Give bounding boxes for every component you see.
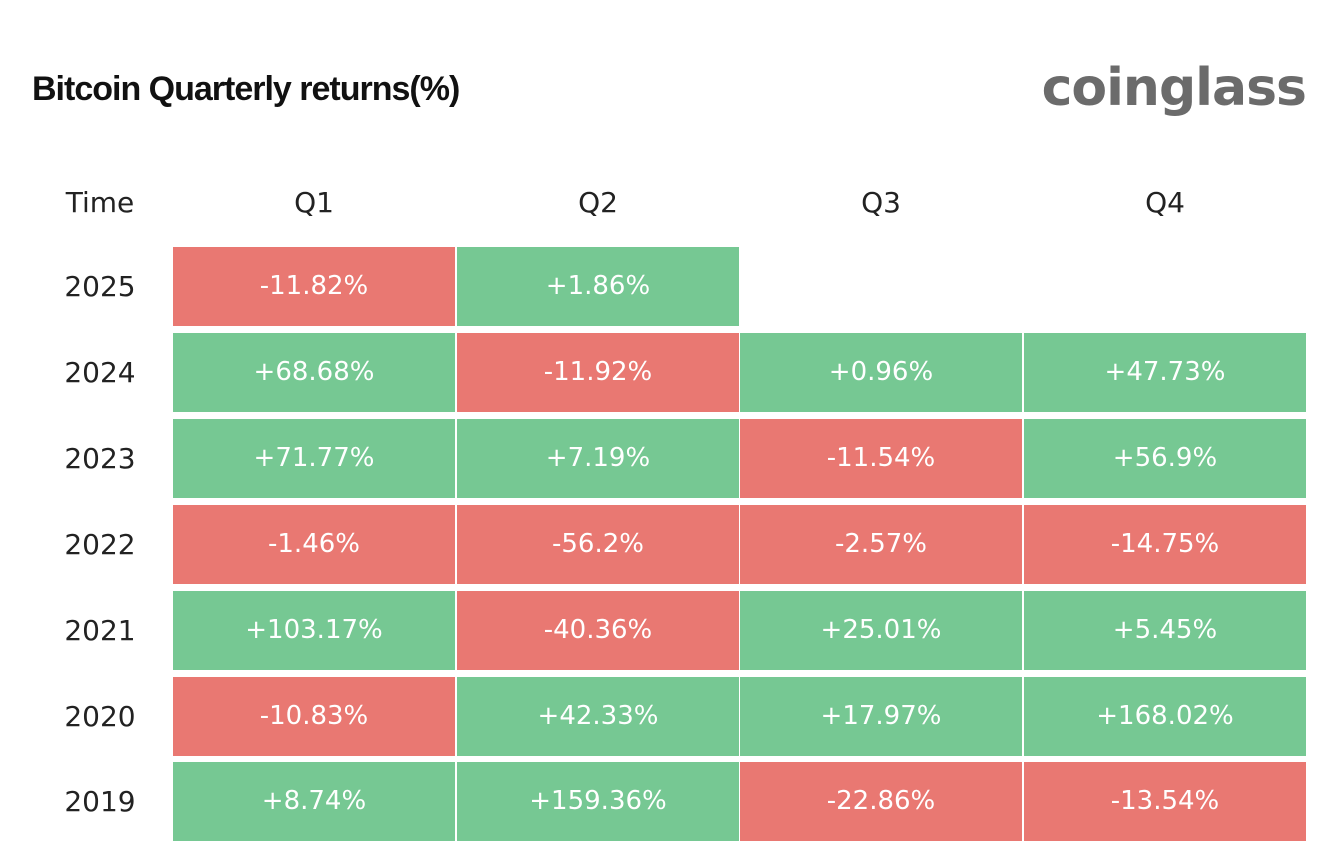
return-cell: +17.97% — [740, 676, 1022, 756]
return-cell: -40.36% — [457, 590, 739, 670]
return-cell: -13.54% — [1024, 762, 1306, 842]
return-cell: -14.75% — [1024, 504, 1306, 584]
return-cell: -11.82% — [173, 247, 455, 326]
row-label: 2019 — [64, 785, 136, 819]
return-cell: +103.17% — [173, 590, 455, 670]
row-label: 2022 — [64, 527, 136, 561]
return-cell: +0.96% — [740, 332, 1022, 412]
return-cell: +47.73% — [1024, 332, 1306, 412]
row-label: 2023 — [64, 441, 136, 475]
row-label: 2021 — [64, 613, 136, 647]
return-cell: -56.2% — [457, 504, 739, 584]
row-label: 2025 — [64, 270, 136, 303]
return-cell: +56.9% — [1024, 418, 1306, 498]
column-header: Q2 — [578, 186, 618, 219]
column-header: Q1 — [294, 186, 334, 219]
column-header: Q4 — [1145, 186, 1185, 219]
return-cell: +68.68% — [173, 332, 455, 412]
return-cell: +42.33% — [457, 676, 739, 756]
row-label: 2024 — [64, 355, 136, 389]
column-header: Q3 — [861, 186, 901, 219]
row-label: 2020 — [64, 699, 136, 733]
return-cell: -22.86% — [740, 762, 1022, 842]
logo: coinglass — [1041, 58, 1307, 118]
return-cell: -1.46% — [173, 504, 455, 584]
column-header: Time — [65, 186, 135, 219]
return-cell: -2.57% — [740, 504, 1022, 584]
return-cell: -11.54% — [740, 418, 1022, 498]
return-cell: -11.92% — [457, 332, 739, 412]
title: Bitcoin Quarterly returns(%) — [32, 70, 460, 108]
return-cell: +1.86% — [457, 247, 739, 326]
return-cell: +159.36% — [457, 762, 739, 842]
return-cell: +8.74% — [173, 762, 455, 842]
return-cell: -10.83% — [173, 676, 455, 756]
return-cell: +25.01% — [740, 590, 1022, 670]
return-cell: +168.02% — [1024, 676, 1306, 756]
return-cell: +7.19% — [457, 418, 739, 498]
return-cell: +71.77% — [173, 418, 455, 498]
return-cell: +5.45% — [1024, 590, 1306, 670]
